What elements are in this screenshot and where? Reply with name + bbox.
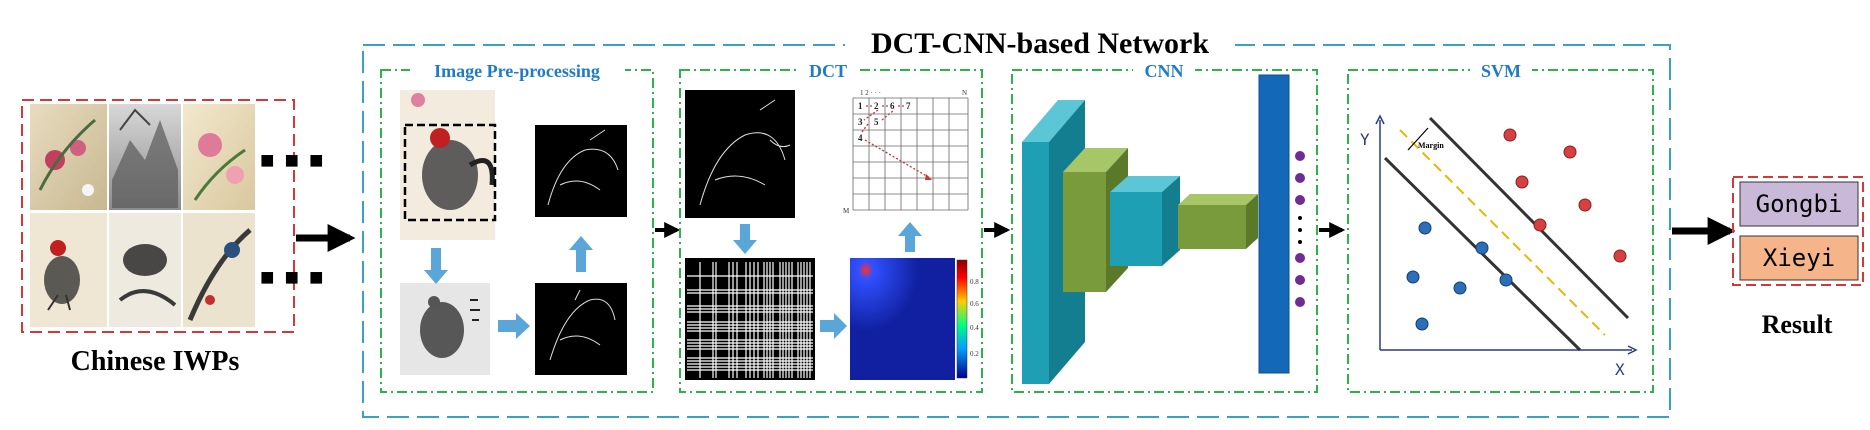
colorbar-tick: 0.6 bbox=[970, 300, 979, 308]
dct-title: DCT bbox=[809, 61, 847, 81]
matrix-cell: 1 bbox=[858, 101, 863, 111]
result-group: Gongbi Xieyi Result bbox=[1732, 176, 1864, 339]
colorbar-tick: 0.4 bbox=[970, 324, 979, 332]
title-backdrop bbox=[845, 28, 1235, 62]
painting-thumb bbox=[183, 104, 255, 210]
zigzag-path bbox=[861, 105, 931, 179]
dct-arrow-down bbox=[733, 224, 757, 254]
matrix-cell: 3 bbox=[858, 117, 863, 127]
margin-arrow bbox=[1407, 127, 1429, 151]
matrix-cell: 2 bbox=[874, 101, 879, 111]
edge-image-bottom bbox=[535, 283, 627, 375]
class-xieyi-box bbox=[1739, 235, 1859, 281]
matrix-n-label: N bbox=[962, 89, 967, 97]
network-outer-border bbox=[362, 44, 1671, 418]
edge-image-top bbox=[535, 125, 627, 217]
matrix-cell: 7 bbox=[906, 101, 911, 111]
input-label: Chinese IWPs bbox=[71, 346, 240, 377]
network-title: DCT-CNN-based Network bbox=[871, 27, 1209, 60]
painting-thumb bbox=[109, 104, 181, 210]
painting-thumb bbox=[183, 213, 255, 327]
dct-arrow-up bbox=[898, 222, 922, 252]
svm-x-label: X bbox=[1615, 360, 1625, 379]
svm-border bbox=[1347, 69, 1654, 393]
stage-cnn: CNN bbox=[1011, 58, 1318, 393]
cnn-border bbox=[1011, 69, 1318, 393]
class-a-points bbox=[1503, 128, 1627, 263]
crop-region bbox=[403, 123, 497, 222]
arrow-up-blue bbox=[569, 236, 593, 272]
margin-label: Margin bbox=[1418, 141, 1444, 150]
matrix-cell: 5 bbox=[874, 117, 879, 127]
svm-y-label: Y bbox=[1360, 130, 1370, 149]
stage-dct: DCT bbox=[679, 58, 983, 393]
painting-thumb bbox=[109, 213, 181, 327]
preprocessing-title: Image Pre-processing bbox=[434, 61, 600, 81]
svm-title: SVM bbox=[1481, 61, 1521, 81]
colorbar bbox=[956, 259, 968, 379]
input-dashed-border bbox=[21, 99, 295, 333]
ellipsis-bottom: ■ ■ ■ bbox=[260, 265, 326, 291]
dct-border bbox=[679, 69, 983, 393]
output-neurons bbox=[1295, 151, 1305, 307]
class-xieyi-label: Xieyi bbox=[1763, 244, 1835, 272]
colorbar-tick: 0.2 bbox=[970, 350, 979, 358]
svm-hyperplane bbox=[1399, 129, 1606, 336]
stage-preprocessing: Image Pre-processing bbox=[380, 58, 654, 393]
grayscale-image bbox=[400, 283, 490, 375]
dct-coefficient-heatmap: 0.8 0.6 0.4 0.2 bbox=[850, 258, 979, 380]
class-gongbi-box bbox=[1739, 181, 1859, 227]
painting-thumb bbox=[30, 213, 107, 327]
result-dashed-border bbox=[1732, 176, 1864, 286]
matrix-cell: 6 bbox=[890, 101, 895, 111]
painting-thumb bbox=[30, 104, 107, 210]
ellipsis-top: ■ ■ ■ bbox=[260, 148, 326, 174]
conv-layer-4 bbox=[1178, 194, 1258, 249]
colorbar-tick: 0.8 bbox=[970, 278, 979, 286]
stage-svm: SVM Y X Margin bbox=[1347, 58, 1654, 393]
arrow-right-blue bbox=[498, 313, 530, 339]
dct-input-edge-image bbox=[685, 90, 795, 218]
input-group: ■ ■ ■ ■ ■ ■ Chinese IWPs bbox=[21, 99, 326, 377]
cnn-title: CNN bbox=[1145, 61, 1184, 81]
fully-connected-layer bbox=[1258, 74, 1290, 374]
matrix-cell: 4 bbox=[858, 133, 863, 143]
original-painting bbox=[400, 90, 495, 240]
dct-basis-grid bbox=[685, 258, 815, 380]
matrix-column-labels: 1 2 · · · bbox=[860, 89, 881, 97]
class-b-points bbox=[1406, 221, 1513, 331]
dct-arrow-right bbox=[820, 313, 847, 339]
svm-support-line-upper bbox=[1428, 116, 1630, 320]
zigzag-matrix: 1 2 · · · N M 1 2 6 7 3 5 4 bbox=[843, 89, 969, 215]
class-gongbi-label: Gongbi bbox=[1756, 190, 1843, 218]
conv-layer-3 bbox=[1110, 176, 1180, 266]
matrix-m-label: M bbox=[843, 207, 850, 215]
arrow-down-blue bbox=[424, 248, 448, 284]
result-label: Result bbox=[1762, 310, 1833, 339]
